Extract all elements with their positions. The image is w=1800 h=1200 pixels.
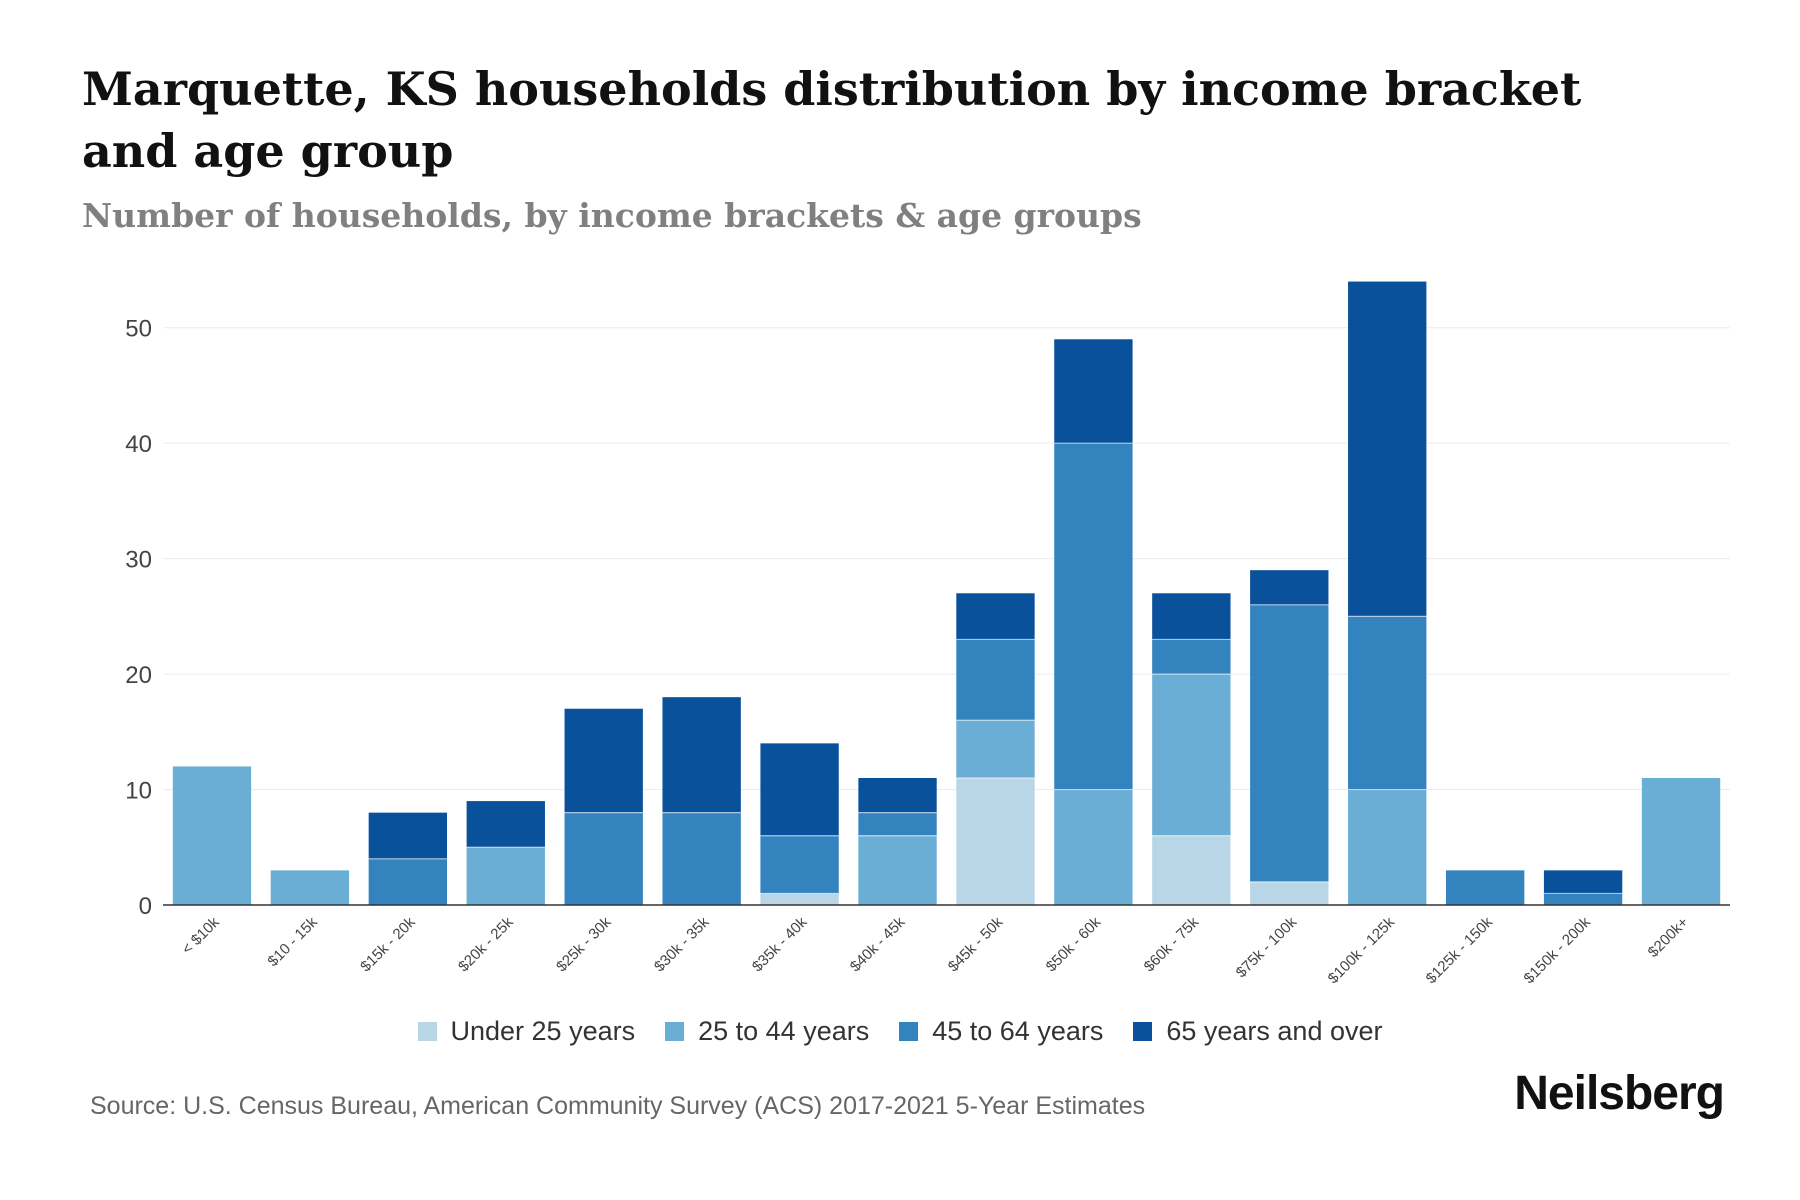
bar-segment <box>1543 893 1623 905</box>
bar-segment <box>956 778 1035 905</box>
source-note: Source: U.S. Census Bureau, American Com… <box>90 1092 1146 1120</box>
x-tick-label: < $10k <box>179 913 224 958</box>
bar-segment <box>662 697 741 813</box>
y-tick-label: 30 <box>125 547 152 574</box>
bar-segment <box>368 858 448 905</box>
bar-segment <box>1543 870 1623 894</box>
legend-swatch <box>899 1022 919 1041</box>
bar-segment <box>1152 835 1231 905</box>
y-tick-label: 10 <box>125 778 152 805</box>
legend-label: 45 to 64 years <box>932 1016 1104 1046</box>
bar-segment <box>466 847 545 905</box>
x-tick-label: $30k - 35k <box>651 913 713 975</box>
x-tick-label: $10 - 15k <box>264 913 321 970</box>
bar-segment <box>270 870 350 905</box>
legend-swatch <box>665 1022 685 1041</box>
y-tick-label: 0 <box>139 893 152 920</box>
x-tick-label: $20k - 25k <box>455 913 517 975</box>
chart-subtitle: Number of households, by income brackets… <box>82 196 1142 235</box>
stacked-bar-chart: 0 10 20 30 40 50 < $10k $10 - 15k $15k - 20k $20k… <box>125 281 1730 987</box>
bar-segment <box>1348 616 1427 790</box>
bar-segment <box>1152 593 1231 640</box>
bar-segment <box>1250 570 1329 605</box>
legend-item: 45 to 64 years <box>899 1016 1103 1047</box>
legend-item: Under 25 years <box>417 1016 636 1047</box>
x-tick-label: $200k+ <box>1645 914 1692 961</box>
bar-segment <box>1445 870 1525 905</box>
chart-title: Marquette, KS households distribution by… <box>82 62 1582 178</box>
bar-segment <box>1641 778 1721 905</box>
legend-swatch <box>417 1022 437 1041</box>
bar-segment <box>760 835 839 894</box>
bar-segment <box>858 835 937 905</box>
legend-label: 65 years and over <box>1166 1016 1383 1046</box>
x-tick-label: $45k - 50k <box>945 913 1007 975</box>
bar-segment <box>956 720 1035 778</box>
bar-segment <box>858 778 937 813</box>
y-tick-label: 40 <box>125 431 152 458</box>
legend-label: 25 to 44 years <box>698 1016 870 1046</box>
bar-segment <box>1054 443 1133 790</box>
bar-segment <box>858 812 937 836</box>
bar-segment <box>466 801 545 848</box>
bar-segment <box>1054 339 1133 444</box>
x-tick-label: $40k - 45k <box>847 913 909 975</box>
x-tick-label: $75k - 100k <box>1233 913 1301 981</box>
x-tick-label: $35k - 40k <box>749 913 811 975</box>
bar-segment <box>368 812 448 859</box>
legend-label: Under 25 years <box>450 1016 636 1046</box>
legend-swatch <box>1133 1022 1153 1041</box>
x-tick-label: $125k - 150k <box>1423 913 1497 987</box>
bar-segment <box>760 893 839 905</box>
brand-logo: Neilsberg <box>1514 1067 1725 1120</box>
bar-segment <box>1250 604 1329 882</box>
legend-item: 65 years and over <box>1133 1016 1383 1047</box>
bar-segment <box>1348 789 1427 905</box>
legend-item: 25 to 44 years <box>665 1016 869 1047</box>
bar-segment <box>956 639 1035 721</box>
x-tick-label: $50k - 60k <box>1043 913 1105 975</box>
bar-segment <box>1152 674 1231 836</box>
x-tick-label: $60k - 75k <box>1141 913 1203 975</box>
bar-segment <box>956 593 1035 640</box>
y-tick-label: 20 <box>125 662 152 689</box>
x-tick-label: $15k - 20k <box>357 913 419 975</box>
bar-segment <box>760 743 839 836</box>
chart-legend: Under 25 years 25 to 44 years 45 to 64 yea… <box>0 1016 1800 1047</box>
bar-segment <box>1054 789 1133 905</box>
x-tick-label: $25k - 30k <box>553 913 615 975</box>
y-tick-label: 50 <box>125 316 152 343</box>
bar-segment <box>564 812 643 905</box>
bar-segment <box>1348 281 1427 617</box>
bar-segment <box>662 812 741 905</box>
bar-segment <box>1250 881 1329 905</box>
bar-segment <box>1152 639 1231 675</box>
x-tick-label: $150k - 200k <box>1521 913 1595 987</box>
x-tick-label: $100k - 125k <box>1325 913 1399 987</box>
bar-segment <box>172 766 252 905</box>
bar-segment <box>564 708 643 813</box>
